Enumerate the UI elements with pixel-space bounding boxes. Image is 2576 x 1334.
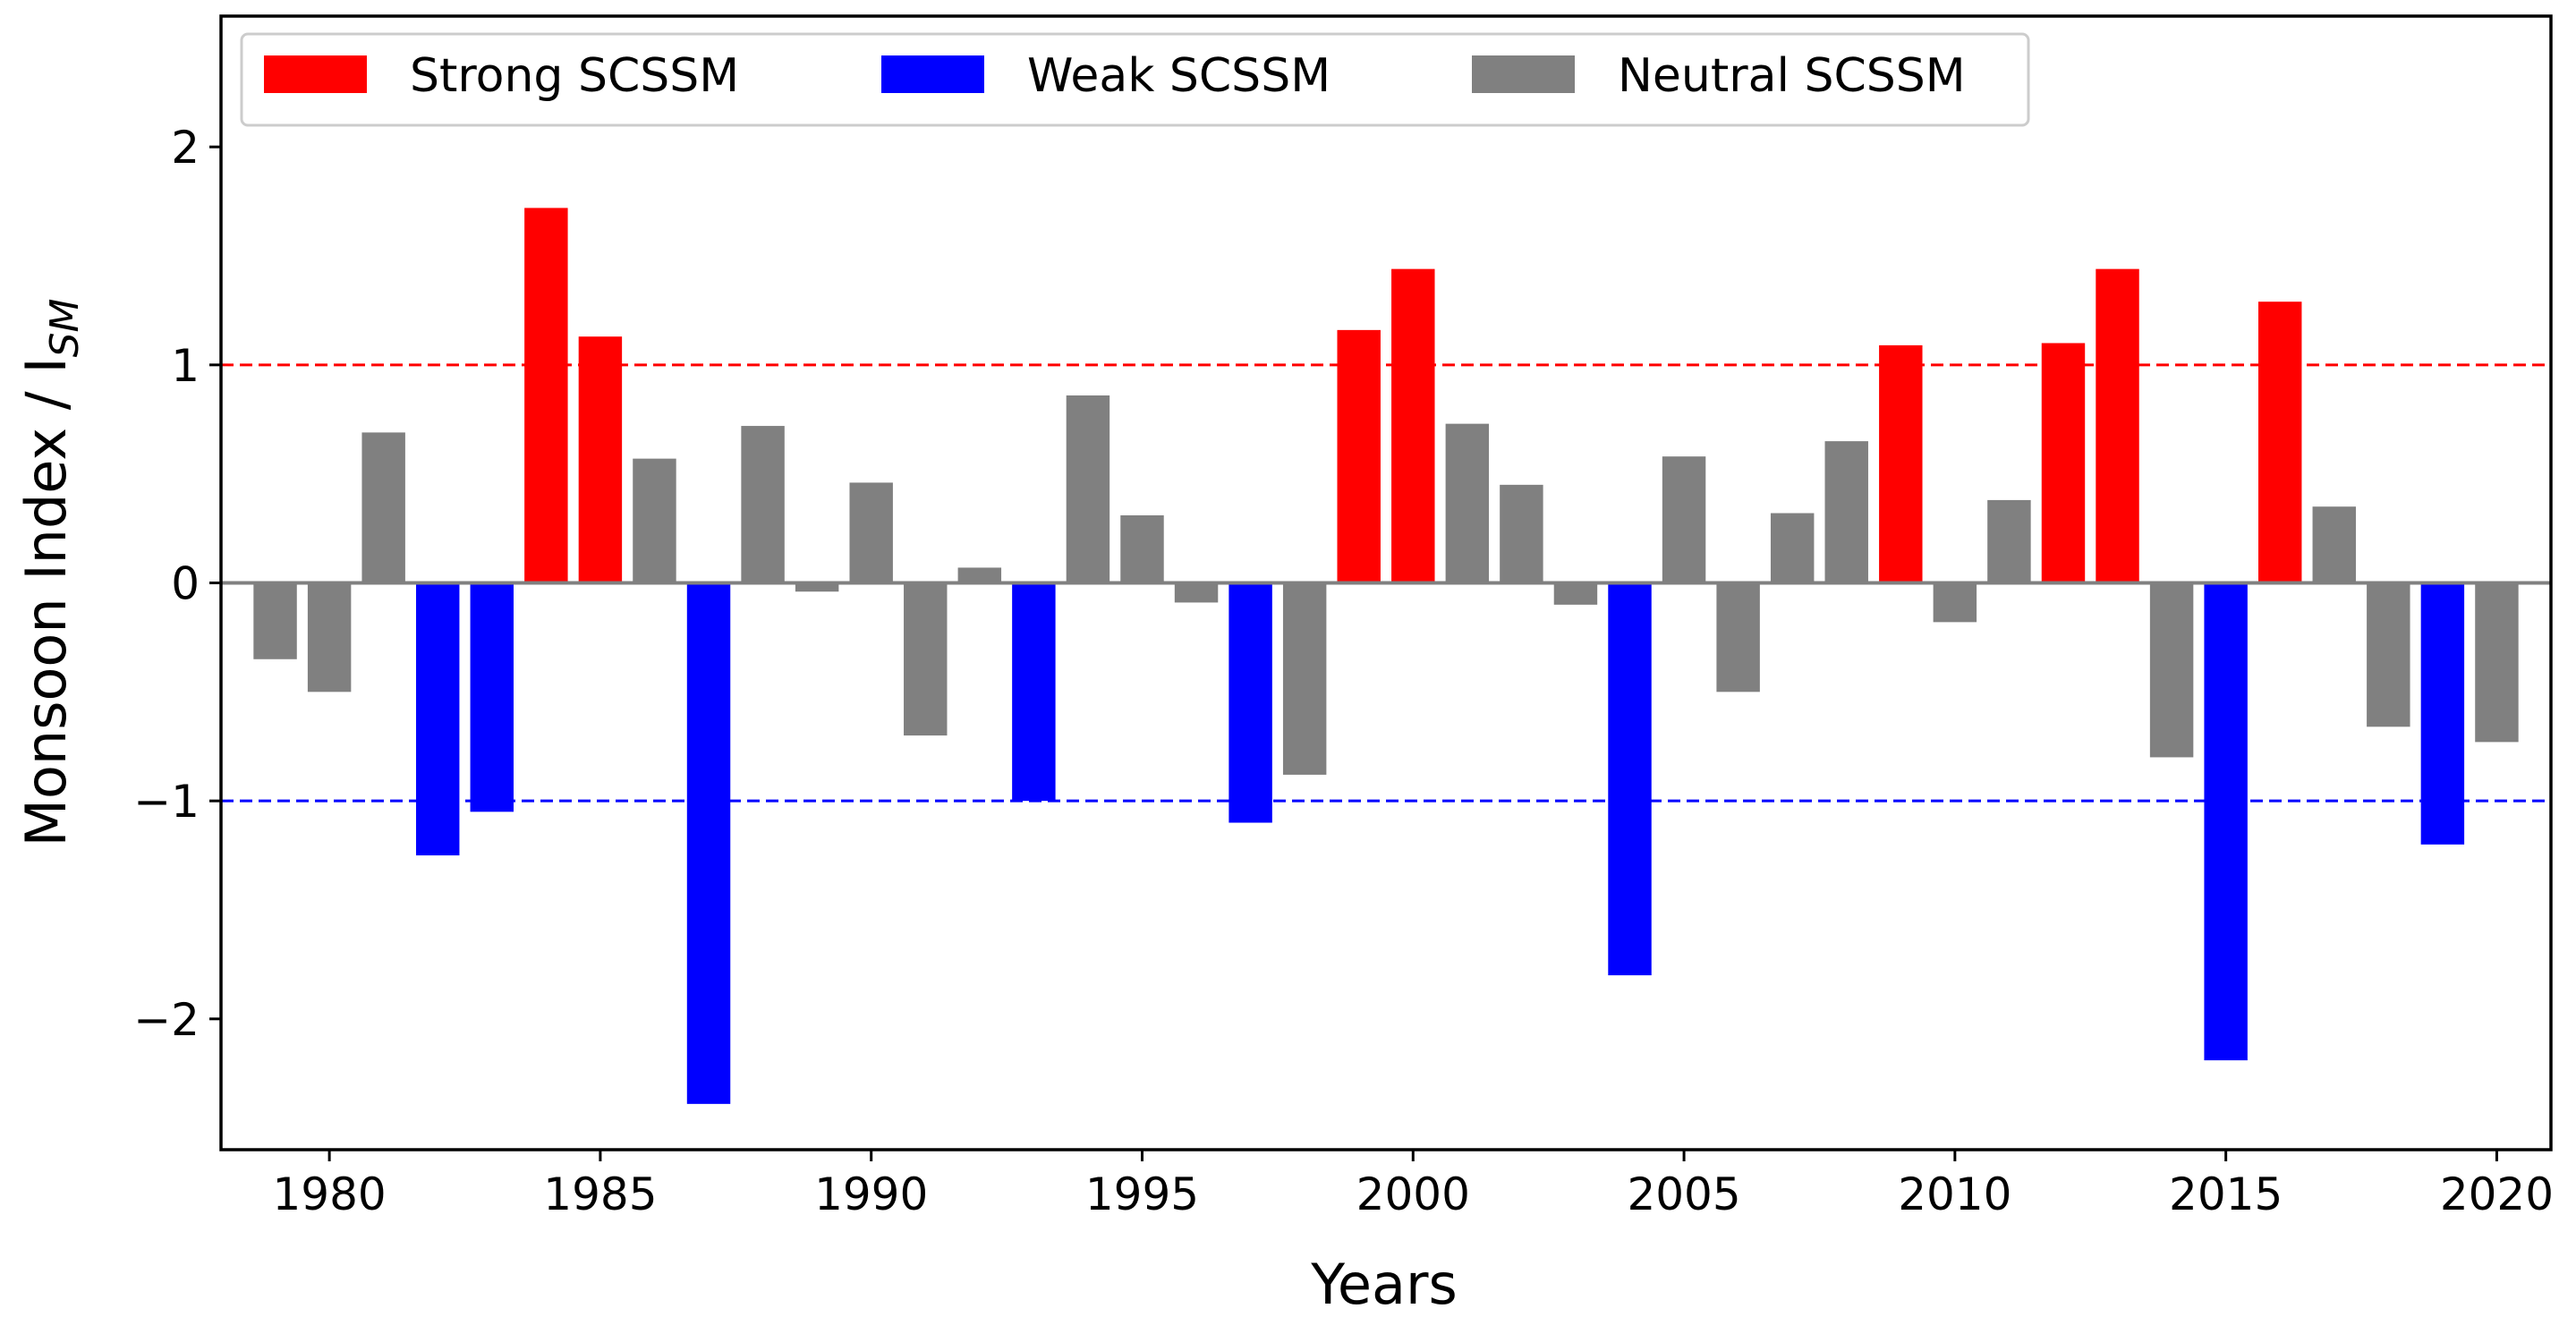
bar-2014-neutral: [2149, 582, 2194, 758]
x-tick-label: 1980: [272, 1168, 386, 1220]
bar-2009-strong: [1879, 344, 1923, 583]
bar-1979-neutral: [253, 582, 297, 659]
bar-1994-neutral: [1066, 395, 1110, 583]
plot-frame: [219, 14, 2553, 1151]
bar-1986-neutral: [633, 458, 676, 583]
bar-1998-neutral: [1282, 582, 1327, 775]
legend-label-strong: Strong SCSSM: [410, 49, 739, 103]
bar-2016-strong: [2257, 302, 2302, 583]
legend-swatch-strong: [264, 55, 367, 93]
bar-2007-neutral: [1770, 513, 1815, 583]
bar-1992-neutral: [957, 567, 1002, 583]
legend-swatch-weak: [881, 55, 984, 93]
bar-1996-neutral: [1174, 582, 1219, 603]
bar-2005-neutral: [1662, 456, 1706, 583]
legend-swatch-neutral: [1472, 55, 1575, 93]
x-tick-label: 2020: [2440, 1168, 2554, 1220]
bar-1997-weak: [1228, 582, 1272, 823]
bar-2002-neutral: [1500, 484, 1543, 583]
bar-2020-neutral: [2475, 582, 2519, 743]
legend-label-neutral: Neutral SCSSM: [1618, 49, 1966, 103]
bar-1989-neutral: [795, 582, 839, 592]
x-tick-label: 1985: [543, 1168, 657, 1220]
x-axis-ticks: 1980 1985 1990 1995 2000 2005 2010 2015 2020: [272, 1150, 2554, 1220]
bar-2017-neutral: [2312, 506, 2356, 583]
bars: [253, 208, 2519, 1104]
bar-2006-neutral: [1716, 582, 1760, 692]
bar-2011-neutral: [1987, 499, 2031, 583]
bar-1990-neutral: [849, 482, 893, 583]
x-tick-label: 2015: [2169, 1168, 2283, 1220]
x-tick-label: 1995: [1085, 1168, 1199, 1220]
bar-1980-neutral: [307, 582, 352, 692]
y-axis-ticks: −2 −1 0 1 2: [133, 122, 221, 1046]
x-tick-label: 1990: [814, 1168, 928, 1220]
bar-1995-neutral: [1120, 514, 1164, 583]
bar-1984-strong: [524, 208, 568, 583]
x-axis-title: Years: [1310, 1252, 1458, 1317]
bar-1991-neutral: [904, 582, 948, 736]
bar-2001-neutral: [1445, 423, 1490, 583]
bar-1983-weak: [470, 582, 514, 812]
bar-2010-neutral: [1933, 582, 1977, 623]
bar-1987-weak: [686, 582, 731, 1104]
x-tick-label: 2000: [1356, 1168, 1470, 1220]
legend: Strong SCSSM Weak SCSSM Neutral SCSSM: [240, 32, 2030, 127]
y-axis-title: Monsoon Index / ISM: [13, 298, 88, 846]
bar-2004-weak: [1608, 582, 1652, 976]
bar-2008-neutral: [1824, 441, 1868, 583]
legend-box: [240, 32, 2030, 127]
bar-2000-strong: [1391, 268, 1435, 583]
bar-2012-strong: [2041, 343, 2086, 583]
y-tick-label: 2: [171, 122, 200, 174]
bar-2013-strong: [2096, 268, 2139, 583]
bar-1982-weak: [416, 582, 460, 856]
y-tick-label: −1: [133, 776, 200, 828]
bar-2018-neutral: [2367, 582, 2410, 727]
bar-1988-neutral: [741, 426, 785, 583]
bar-2015-weak: [2204, 582, 2248, 1061]
bar-1999-strong: [1337, 329, 1381, 583]
y-axis-title-main: Monsoon Index / I: [13, 357, 79, 846]
x-tick-label: 2005: [1627, 1168, 1740, 1220]
y-tick-label: −2: [133, 994, 200, 1046]
bar-1981-neutral: [361, 432, 405, 583]
bar-2019-weak: [2420, 582, 2465, 845]
bar-1993-weak: [1012, 582, 1056, 802]
y-axis-title-subscript: SM: [42, 298, 88, 357]
bar-1985-strong: [578, 336, 623, 583]
y-tick-label: 0: [171, 558, 200, 610]
x-tick-label: 2010: [1898, 1168, 2011, 1220]
legend-label-weak: Weak SCSSM: [1027, 49, 1331, 103]
y-tick-label: 1: [171, 340, 200, 392]
bar-2003-neutral: [1553, 582, 1598, 605]
